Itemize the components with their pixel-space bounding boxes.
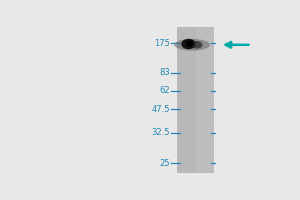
Text: 25: 25: [160, 159, 170, 168]
Bar: [177, 27, 214, 173]
Text: 47.5: 47.5: [152, 105, 170, 114]
Ellipse shape: [174, 39, 210, 51]
Text: 175: 175: [154, 39, 170, 48]
Text: 83: 83: [159, 68, 170, 77]
Text: 62: 62: [159, 86, 170, 95]
Ellipse shape: [191, 41, 202, 49]
Ellipse shape: [181, 39, 196, 49]
Bar: [196, 27, 214, 173]
Text: 32.5: 32.5: [152, 128, 170, 137]
Ellipse shape: [186, 40, 194, 47]
